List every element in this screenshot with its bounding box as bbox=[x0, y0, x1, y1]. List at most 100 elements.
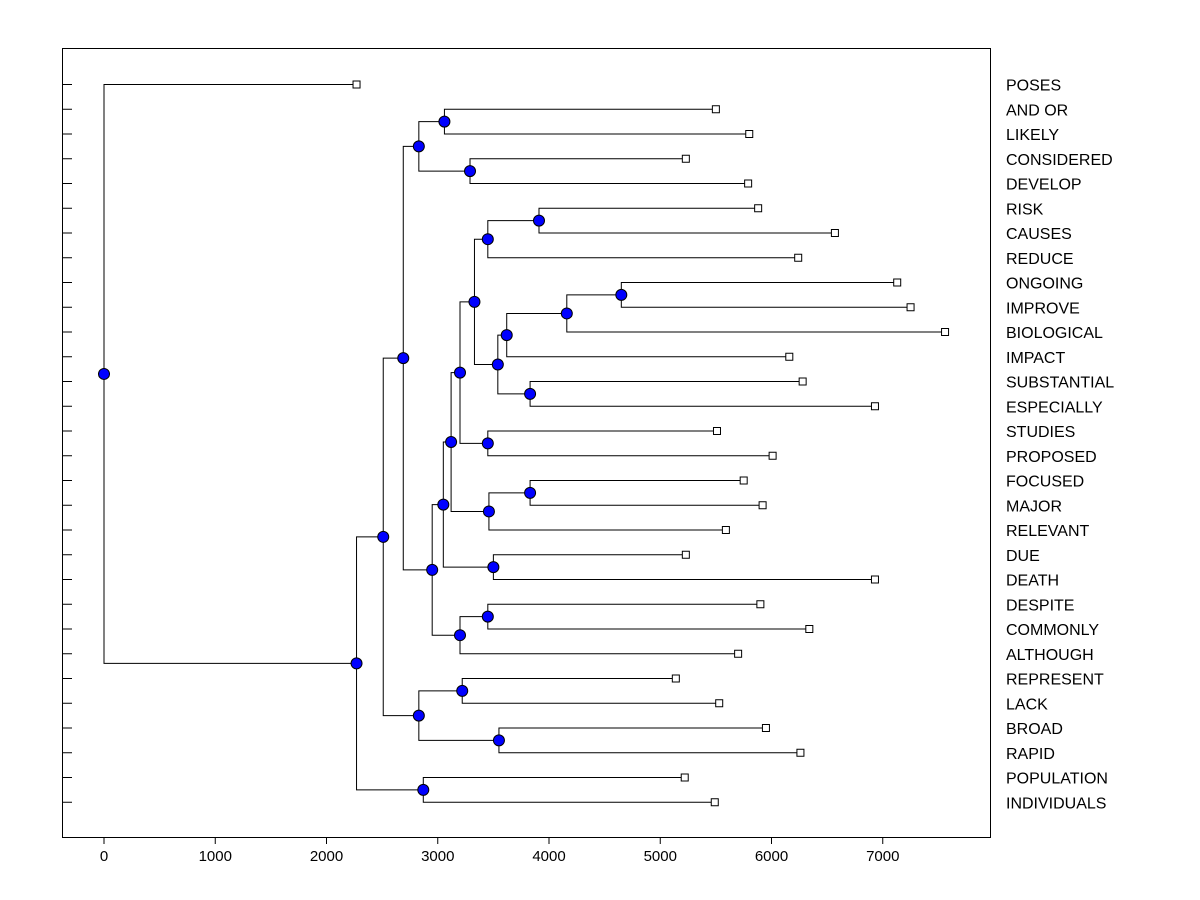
x-tick-label-1000: 1000 bbox=[199, 848, 232, 865]
leaf-marker-improve bbox=[906, 303, 915, 312]
leaf-label-impact: IMPACT bbox=[1006, 350, 1065, 367]
x-axis: 0 1000 2000 3000 4000 5000 6000 7000 bbox=[100, 838, 899, 865]
merge-link-n14 bbox=[529, 480, 763, 506]
merge-link-n12 bbox=[487, 430, 773, 457]
leaf-marker-proposed bbox=[768, 451, 777, 460]
x-tick-label-5000: 5000 bbox=[644, 848, 677, 865]
merge-node-n25 bbox=[412, 709, 425, 722]
merge-link-n25 bbox=[418, 690, 499, 741]
leaf-label-death: DEATH bbox=[1006, 573, 1059, 590]
leaf-label-focused: FOCUSED bbox=[1006, 474, 1084, 491]
merge-node-n3 bbox=[412, 140, 425, 153]
leaf-marker-risk bbox=[754, 204, 763, 213]
leaf-marker-individuals bbox=[710, 798, 719, 807]
leaf-marker-especially bbox=[870, 402, 879, 411]
leaf-label-biological: BIOLOGICAL bbox=[1006, 325, 1103, 342]
leaf-label-commonly: COMMONLY bbox=[1006, 622, 1099, 639]
leaf-marker-major bbox=[758, 501, 767, 510]
leaf-marker-impact bbox=[785, 352, 794, 361]
leaf-marker-commonly bbox=[805, 625, 814, 633]
merge-node-n5 bbox=[481, 233, 494, 246]
merge-node-n22 bbox=[397, 352, 410, 365]
dendrogram-links bbox=[103, 84, 946, 803]
leaf-marker-death bbox=[870, 575, 879, 584]
merge-node-n11 bbox=[468, 295, 481, 308]
merge-node-n27 bbox=[417, 783, 430, 796]
leaf-marker-studies bbox=[712, 427, 721, 435]
leaf-label-represent: REPRESENT bbox=[1006, 672, 1104, 689]
merge-link-n9 bbox=[529, 381, 875, 407]
leaf-label-relevant: RELEVANT bbox=[1006, 523, 1090, 540]
leaf-marker-focused bbox=[739, 476, 748, 485]
leaf-label-rapid: RAPID bbox=[1006, 746, 1055, 763]
leaf-marker-ongoing bbox=[893, 278, 902, 287]
leaf-label-individuals: INDIVIDUALS bbox=[1006, 795, 1106, 812]
leaf-marker-reduce bbox=[794, 253, 803, 262]
leaf-marker-although bbox=[734, 649, 743, 658]
x-tick-label-0: 0 bbox=[100, 848, 108, 865]
merge-link-n29 bbox=[103, 84, 357, 664]
leaf-label-although: ALTHOUGH bbox=[1006, 647, 1094, 664]
merge-link-n20 bbox=[459, 616, 739, 655]
leaf-marker-rapid bbox=[796, 748, 805, 757]
leaf-label-substantial: SUBSTANTIAL bbox=[1006, 375, 1114, 392]
merge-node-n4 bbox=[532, 214, 545, 227]
leaf-label-studies: STUDIES bbox=[1006, 424, 1075, 441]
leaf-label-likely: LIKELY bbox=[1006, 127, 1059, 144]
leaf-label-lack: LACK bbox=[1006, 696, 1048, 713]
leaf-label-reduce: REDUCE bbox=[1006, 251, 1074, 268]
plot-frame bbox=[62, 48, 991, 838]
leaf-marker-represent bbox=[671, 674, 680, 683]
leaf-label-due: DUE bbox=[1006, 548, 1040, 565]
merge-node-n12 bbox=[481, 437, 494, 450]
merge-node-n6 bbox=[615, 288, 628, 301]
merge-link-n23 bbox=[461, 678, 720, 704]
leaf-label-causes: CAUSES bbox=[1006, 226, 1072, 243]
merge-node-n19 bbox=[481, 610, 494, 623]
merge-link-n6 bbox=[620, 282, 911, 308]
leaf-marker-poses bbox=[352, 80, 361, 89]
merge-node-n8 bbox=[500, 329, 513, 342]
merge-node-n18 bbox=[437, 498, 450, 511]
merge-node-n2 bbox=[464, 165, 477, 178]
leaf-marker-and-or bbox=[711, 105, 720, 114]
merge-node-n29 bbox=[98, 367, 110, 380]
leaf-marker-population bbox=[680, 773, 689, 782]
merge-node-n1 bbox=[438, 115, 451, 128]
leaf-label-ongoing: ONGOING bbox=[1006, 276, 1083, 293]
leaf-marker-likely bbox=[745, 130, 754, 138]
x-tick-label-7000: 7000 bbox=[866, 848, 899, 865]
merge-node-n16 bbox=[445, 436, 458, 449]
leaf-label-develop: DEVELOP bbox=[1006, 177, 1082, 194]
merge-node-n20 bbox=[454, 629, 466, 642]
leaf-label-risk: RISK bbox=[1006, 201, 1044, 218]
merge-node-n23 bbox=[456, 684, 469, 697]
leaf-marker-causes bbox=[830, 229, 839, 237]
merge-node-n9 bbox=[524, 387, 537, 400]
merge-link-n24 bbox=[498, 727, 801, 754]
merge-link-n15 bbox=[488, 492, 726, 531]
leaf-marker-due bbox=[681, 550, 690, 559]
leaf-label-especially: ESPECIALLY bbox=[1006, 399, 1103, 416]
leaf-label-broad: BROAD bbox=[1006, 721, 1063, 738]
merge-node-n14 bbox=[524, 486, 537, 499]
leaf-label-population: POPULATION bbox=[1006, 771, 1108, 788]
x-tick-label-3000: 3000 bbox=[421, 848, 454, 865]
leaf-marker-relevant bbox=[721, 526, 730, 534]
merge-node-n26 bbox=[377, 530, 390, 543]
leaf-label-proposed: PROPOSED bbox=[1006, 449, 1097, 466]
merge-link-n1 bbox=[443, 108, 750, 135]
leaf-ticks bbox=[63, 84, 72, 803]
merge-node-markers bbox=[98, 115, 628, 796]
leaf-marker-broad bbox=[761, 724, 770, 732]
merge-node-n28 bbox=[350, 657, 363, 670]
leaf-labels: POSES AND OR LIKELY CONSIDERED DEVELOP RISK CA… bbox=[1006, 78, 1114, 813]
merge-node-n21 bbox=[426, 563, 439, 576]
x-tick-label-6000: 6000 bbox=[755, 848, 788, 865]
leaf-label-major: MAJOR bbox=[1006, 498, 1062, 515]
x-tick-label-4000: 4000 bbox=[532, 848, 565, 865]
x-tick-label-2000: 2000 bbox=[310, 848, 343, 865]
merge-link-n5 bbox=[487, 220, 799, 259]
leaf-label-despite: DESPITE bbox=[1006, 597, 1074, 614]
